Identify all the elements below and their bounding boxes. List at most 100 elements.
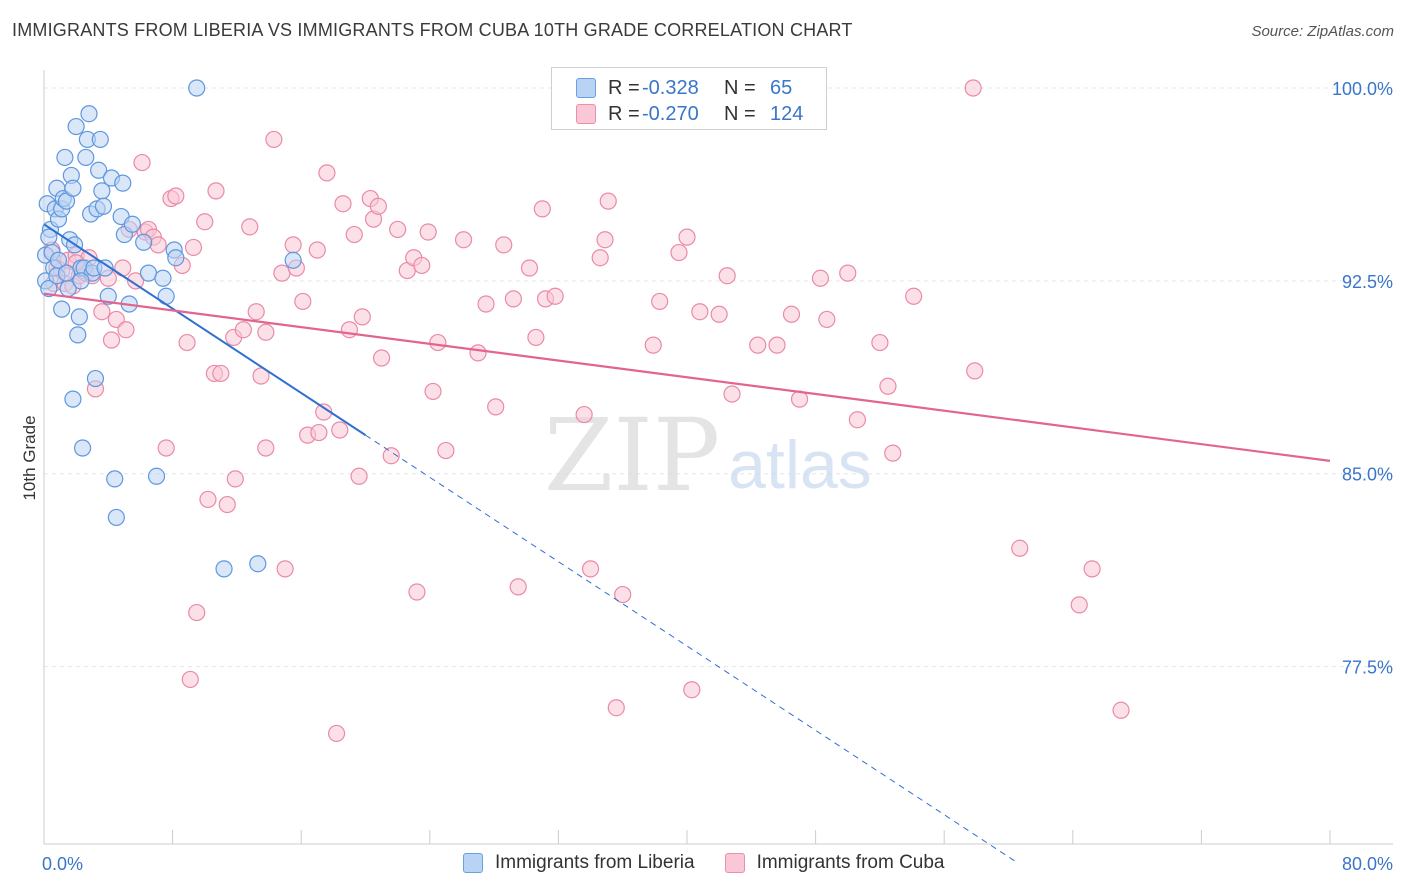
liberia-point: [96, 259, 114, 277]
cuba-point: [310, 423, 328, 442]
cuba-point: [241, 218, 259, 236]
liberia-point: [40, 228, 58, 246]
y-tick-label: 92.5%: [1342, 272, 1393, 292]
tick-labels: 77.5% 85.0% 92.5% 100.0% 0.0% 80.0%: [42, 79, 1393, 874]
r-label: R =: [608, 76, 640, 99]
cuba-point: [1112, 701, 1130, 719]
cuba-point: [884, 444, 902, 462]
cuba-r-value: -0.270: [642, 102, 699, 125]
cuba-point: [353, 308, 371, 326]
cuba-point: [178, 333, 196, 352]
liberia-point: [139, 264, 158, 282]
cuba-point: [718, 267, 736, 285]
liberia-point: [53, 300, 71, 318]
cuba-point: [247, 303, 265, 321]
cuba-point: [533, 200, 551, 218]
liberia-point: [77, 148, 95, 167]
liberia-point: [90, 161, 108, 179]
liberia-n-value: 65: [770, 76, 793, 99]
cuba-point: [188, 603, 206, 622]
liberia-point: [73, 439, 92, 457]
liberia-point: [167, 249, 185, 267]
cuba-point: [318, 164, 336, 182]
legend-item-cuba[interactable]: Immigrants from Cuba: [724, 852, 945, 874]
cuba-point: [93, 303, 111, 321]
cuba-point: [389, 220, 407, 239]
liberia-legend-swatch: [463, 853, 483, 873]
cuba-point: [1070, 596, 1088, 614]
cuba-point: [905, 287, 923, 305]
liberia-point: [114, 174, 132, 192]
cuba-point: [651, 292, 669, 311]
cuba-point: [527, 328, 545, 347]
legend-row-liberia: R = -0.328 N = 65: [576, 76, 810, 100]
cuba-point: [340, 321, 359, 339]
cuba-point: [207, 182, 225, 200]
liberia-point: [215, 560, 233, 578]
liberia-point: [40, 279, 58, 298]
cuba-point: [252, 367, 270, 385]
cuba-point: [1083, 560, 1101, 578]
cuba-point: [614, 585, 632, 604]
cuba-point: [102, 331, 121, 349]
series-liberia-points: [37, 79, 302, 578]
watermark-atlas: atlas: [728, 427, 872, 503]
cuba-point: [504, 290, 522, 308]
cuba-point: [782, 305, 801, 323]
liberia-point: [154, 269, 172, 287]
cuba-point: [369, 197, 387, 215]
cuba-point: [670, 243, 688, 262]
cuba-point: [408, 583, 426, 601]
cuba-point: [212, 364, 230, 383]
cuba-point: [257, 323, 275, 341]
cuba-point: [749, 336, 767, 354]
cuba-point: [1011, 539, 1029, 557]
cuba-point: [234, 321, 252, 339]
liberia-r-value: -0.328: [642, 76, 699, 99]
cuba-point: [424, 382, 442, 401]
liberia-point: [64, 179, 82, 197]
cuba-point: [966, 362, 984, 380]
cuba-point: [848, 411, 866, 429]
cuba-point: [607, 699, 625, 717]
y-tick-label: 77.5%: [1342, 658, 1393, 678]
cuba-point: [599, 192, 617, 210]
n-label: N =: [724, 102, 756, 125]
cuba-point: [419, 223, 437, 241]
cuba-point: [334, 195, 352, 213]
cuba-point: [591, 249, 609, 267]
cuba-point: [839, 264, 857, 282]
cuba-trend-line: [43, 292, 1331, 462]
liberia-point: [135, 233, 153, 251]
y-tick-label: 100.0%: [1332, 79, 1393, 99]
zipatlas-watermark: ZIP atlas: [544, 397, 872, 514]
cuba-point: [644, 336, 662, 354]
liberia-point: [70, 308, 88, 326]
cuba-point: [811, 269, 830, 287]
cuba-point: [487, 398, 505, 416]
cuba-point: [372, 349, 391, 367]
cuba-point: [331, 421, 349, 439]
source-credit: Source: ZipAtlas.com: [1251, 23, 1394, 40]
liberia-point: [107, 508, 125, 527]
cuba-point: [678, 228, 696, 246]
cuba-point: [345, 225, 363, 244]
cuba-point: [723, 385, 741, 403]
cuba-point: [429, 333, 447, 352]
legend-item-liberia[interactable]: Immigrants from Liberia: [463, 852, 695, 874]
cuba-point: [226, 470, 244, 488]
gridlines: [44, 87, 1393, 668]
liberia-swatch: [576, 78, 596, 98]
cuba-legend-swatch: [724, 853, 745, 873]
cuba-point: [879, 377, 897, 395]
cuba-point: [818, 310, 836, 329]
cuba-point: [596, 231, 614, 249]
cuba-point: [683, 681, 701, 699]
cuba-n-value: 124: [770, 102, 804, 125]
cuba-point: [265, 130, 283, 149]
cuba-point: [294, 292, 312, 311]
cuba-point: [149, 236, 167, 254]
liberia-point: [57, 264, 76, 282]
cuba-point: [117, 321, 135, 339]
cuba-point: [710, 305, 728, 323]
